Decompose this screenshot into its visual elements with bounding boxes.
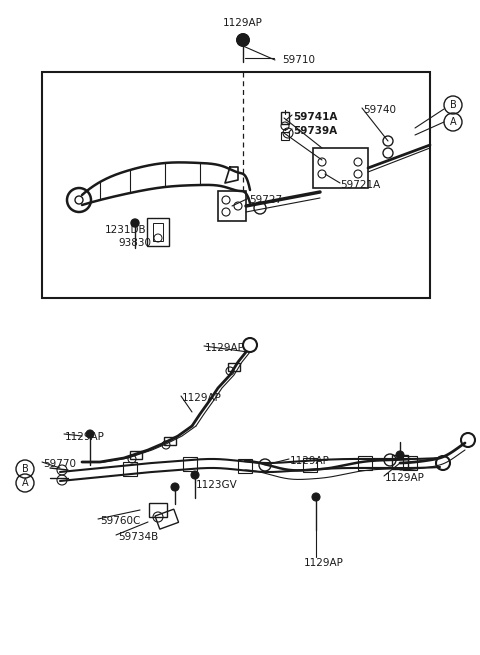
Bar — [281, 112, 289, 124]
Text: 59770: 59770 — [43, 459, 76, 469]
Text: 1129AP: 1129AP — [304, 558, 344, 568]
Text: 1129AP: 1129AP — [385, 473, 425, 483]
Circle shape — [171, 483, 179, 491]
Bar — [403, 456, 417, 470]
Text: 1129AP: 1129AP — [290, 456, 330, 466]
Bar — [155, 509, 179, 529]
Bar — [123, 462, 137, 476]
Bar — [312, 148, 368, 188]
Text: 1129AP: 1129AP — [182, 393, 222, 403]
Text: 1231DB: 1231DB — [105, 225, 146, 235]
Bar — [281, 132, 289, 140]
Bar — [42, 72, 430, 298]
Bar — [303, 458, 317, 472]
Text: 59727: 59727 — [249, 195, 282, 205]
Text: 59739A: 59739A — [293, 126, 337, 136]
Circle shape — [396, 451, 404, 459]
Text: 59760C: 59760C — [100, 516, 140, 526]
Bar — [147, 218, 169, 246]
Text: 59721A: 59721A — [340, 180, 380, 190]
Circle shape — [237, 34, 249, 46]
Circle shape — [131, 219, 139, 227]
Text: B: B — [22, 464, 28, 474]
Bar — [183, 457, 197, 471]
Text: B: B — [450, 100, 456, 110]
Text: 59740: 59740 — [363, 105, 396, 115]
Text: 59741A: 59741A — [293, 112, 337, 122]
Text: 1123GV: 1123GV — [196, 480, 238, 490]
Bar — [392, 455, 408, 469]
Bar — [218, 191, 246, 221]
Text: A: A — [22, 478, 28, 488]
Bar — [238, 458, 252, 472]
Bar — [130, 451, 142, 459]
Text: 1129AP: 1129AP — [223, 18, 263, 28]
Text: A: A — [450, 117, 456, 127]
Bar — [153, 223, 163, 241]
Bar — [358, 456, 372, 470]
Circle shape — [312, 493, 320, 501]
Bar — [149, 503, 167, 517]
Text: 1129AP: 1129AP — [65, 432, 105, 442]
Circle shape — [191, 471, 199, 479]
Text: 93830: 93830 — [118, 238, 151, 248]
Text: 59734B: 59734B — [118, 532, 158, 542]
Text: 1129AP: 1129AP — [205, 343, 245, 353]
Circle shape — [86, 430, 94, 438]
Bar — [164, 437, 176, 445]
Text: 59710: 59710 — [282, 55, 315, 65]
Bar — [228, 363, 240, 371]
